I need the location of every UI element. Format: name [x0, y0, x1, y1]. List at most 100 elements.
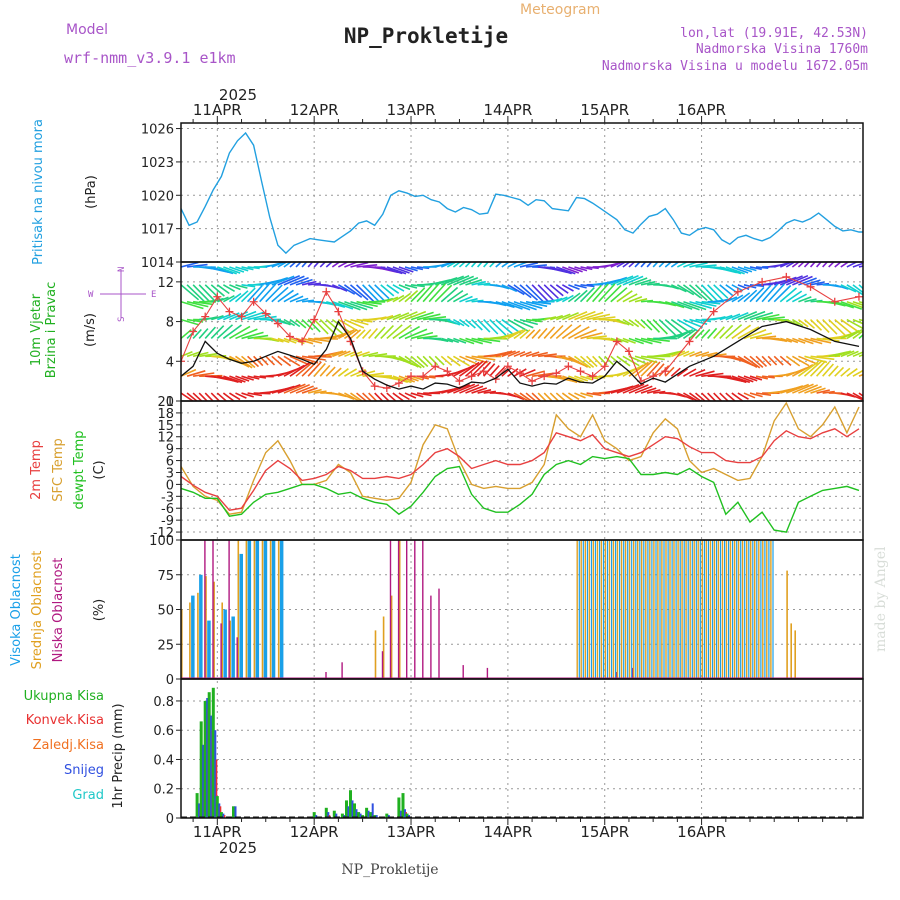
- wind-arrow: [780, 385, 804, 394]
- wind-arrow: [295, 262, 303, 268]
- day-label-bottom: 14APR: [483, 823, 532, 841]
- mid-cloud-bar: [624, 540, 627, 679]
- wind-arrow: [423, 316, 447, 321]
- wind-arrow: [235, 266, 249, 272]
- wind-arrow: [616, 337, 629, 344]
- wind-arrow: [719, 324, 734, 340]
- wind-gust-marker: [334, 307, 343, 316]
- wind-arrow: [338, 350, 351, 358]
- wind-arrow: [422, 355, 433, 367]
- wind-arrow: [580, 266, 593, 271]
- wind-arrow: [210, 284, 225, 297]
- wind-gust-marker: [709, 307, 718, 316]
- wind-arrow: [731, 311, 749, 321]
- wind-arrow: [181, 262, 199, 268]
- wind-arrow: [786, 274, 809, 286]
- y-tick-label: 8: [166, 316, 174, 331]
- wind-arrow: [301, 262, 308, 268]
- wind-arrow: [858, 353, 863, 358]
- wind-arrow: [640, 281, 656, 286]
- snow-bar: [367, 810, 370, 818]
- wind-arrow: [277, 289, 294, 303]
- wind-arrow: [326, 350, 344, 358]
- wind-arrow: [755, 375, 768, 380]
- conv-precip-bar: [215, 759, 218, 818]
- wind-arrow: [277, 262, 289, 268]
- wind-arrow: [640, 262, 647, 268]
- wind-arrow: [816, 319, 830, 333]
- wind-arrow: [568, 326, 590, 340]
- wind-arrow: [676, 318, 698, 332]
- wind-arrow: [810, 281, 825, 286]
- high-cloud-bar: [263, 540, 268, 679]
- high-cloud-bar: [752, 540, 754, 679]
- wind-gust-marker: [443, 367, 452, 376]
- wind-arrow: [737, 310, 758, 321]
- wind-arrow: [791, 318, 804, 327]
- wind-arrow: [713, 326, 725, 339]
- wind-arrow: [507, 284, 525, 296]
- day-label-bottom: 16APR: [677, 823, 726, 841]
- wind-gust-marker: [181, 357, 185, 366]
- mid-cloud-bar: [681, 540, 683, 679]
- wind-arrow: [464, 318, 476, 329]
- mid-cloud-bar: [741, 540, 744, 679]
- low-cloud-bar: [438, 588, 440, 679]
- mid-cloud-bar: [221, 602, 223, 679]
- mid-cloud-bar: [697, 540, 699, 679]
- wind-gust-marker: [467, 372, 476, 381]
- y-tick-label: 0.6: [153, 724, 174, 739]
- snow-bar: [210, 715, 213, 818]
- wind-arrow: [573, 355, 592, 369]
- wind-arrow: [416, 392, 432, 397]
- snow-bar: [359, 813, 362, 818]
- wind-gust-marker: [273, 319, 282, 328]
- y-tick-label: 3: [166, 466, 174, 481]
- wind-arrow: [519, 300, 543, 310]
- wind-arrow: [791, 364, 814, 377]
- wind-arrow: [749, 332, 772, 340]
- wind-arrow: [241, 266, 254, 271]
- low-cloud-bar: [615, 672, 618, 679]
- wind-arrow: [616, 355, 631, 367]
- mid-cloud-bar: [693, 540, 695, 679]
- wind-arrow: [235, 328, 258, 340]
- wind-arrow: [785, 262, 797, 268]
- wind-arrow: [477, 262, 484, 268]
- wind-arrow: [277, 337, 290, 344]
- wind-arrow: [362, 328, 372, 339]
- wind-arrow: [374, 326, 386, 339]
- wind-arrow: [628, 277, 648, 286]
- wind-arrow: [677, 392, 694, 401]
- mid-cloud-bar: [705, 540, 707, 679]
- wind-arrow: [434, 355, 445, 366]
- wind-arrow: [640, 319, 653, 331]
- wind-arrow: [852, 351, 863, 358]
- wind-arrow: [531, 372, 554, 377]
- wind-arrow: [495, 262, 503, 268]
- wind-arrow: [483, 390, 497, 394]
- y-tick-label: 12: [157, 431, 174, 446]
- wind-gust-marker: [394, 379, 403, 388]
- wind-gust-marker: [285, 332, 294, 341]
- high-cloud-bar: [732, 540, 734, 679]
- wind-arrow: [537, 392, 548, 401]
- wind-arrow: [555, 324, 573, 340]
- wind-arrow: [386, 284, 400, 294]
- high-cloud-bar: [627, 540, 629, 679]
- mid-cloud-bar: [390, 595, 393, 679]
- wind-gust-marker: [322, 287, 331, 296]
- wind-arrow: [737, 392, 749, 400]
- legend-total: Ukupna Kisa: [24, 689, 104, 704]
- wind-arrow: [271, 355, 283, 366]
- mid-cloud-bar: [616, 540, 619, 679]
- y-tick-label: 0.2: [153, 783, 174, 798]
- snow-bar: [234, 806, 237, 818]
- day-label-top: 12APR: [290, 101, 339, 119]
- wind-arrow: [616, 290, 633, 303]
- wind-arrow: [458, 318, 470, 328]
- wind-arrow: [840, 300, 863, 310]
- wind-arrow: [235, 392, 247, 399]
- wind-arrow: [186, 318, 204, 323]
- wind-arrow: [283, 364, 305, 377]
